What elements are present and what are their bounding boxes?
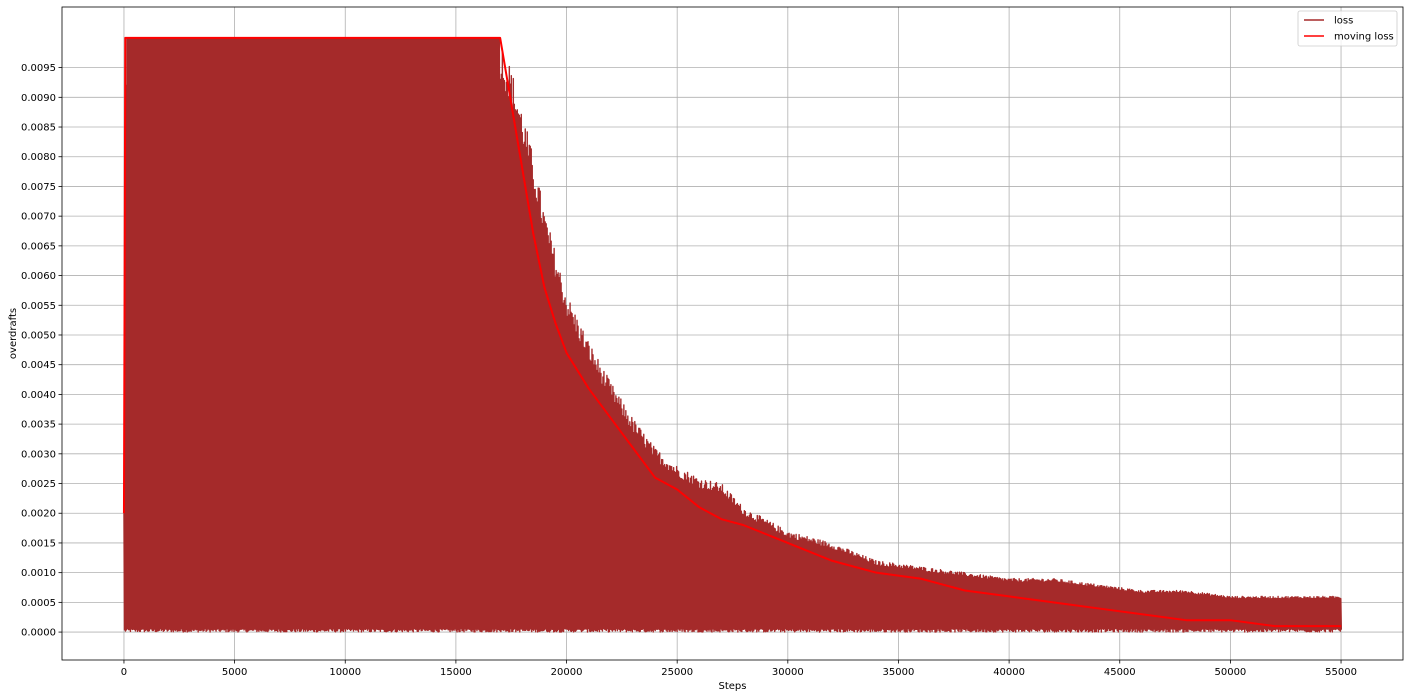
y-tick-label: 0.0075 [21,182,56,193]
x-tick-label: 30000 [772,667,804,678]
y-tick-label: 0.0070 [21,212,56,223]
y-tick-label: 0.0085 [21,123,56,134]
y-tick-label: 0.0010 [21,568,56,579]
y-tick-label: 0.0080 [21,152,56,163]
plot-frame [61,6,1404,661]
y-tick-label: 0.0015 [21,538,56,549]
x-axis-label: Steps [719,681,747,692]
x-tick-label: 5000 [222,667,247,678]
series-layer [122,36,1343,633]
series-line-moving-loss [122,36,1342,628]
y-axis-label: overdrafts [8,308,19,359]
y-tick-label: 0.0035 [21,420,56,431]
y-tick-label: 0.0030 [21,449,56,460]
y-tick-label: 0.0060 [21,271,56,282]
x-tick-label: 55000 [1325,667,1357,678]
legend-label-loss: loss [1334,16,1353,27]
y-tick-label: 0.0050 [21,330,56,341]
x-tick-label: 10000 [329,667,361,678]
x-axis-ticks: 0 5000 10000 15000 20000 25000 30000 35000 40000… [121,660,1357,678]
y-tick-label: 0.0090 [21,93,56,104]
x-tick-label: 45000 [1104,667,1136,678]
y-tick-label: 0.0020 [21,509,56,520]
x-tick-label: 35000 [883,667,915,678]
x-tick-label: 0 [121,667,127,678]
y-tick-label: 0.0000 [21,628,56,639]
y-axis-ticks: 0.0000 0.0005 0.0010 0.0015 0.0020 0.0025 0.00… [21,63,62,639]
y-tick-label: 0.0025 [21,479,56,490]
y-tick-label: 0.0095 [21,63,56,74]
x-tick-label: 50000 [1214,667,1246,678]
x-tick-label: 25000 [661,667,693,678]
series-line-loss [123,37,1343,633]
y-tick-label: 0.0055 [21,301,56,312]
y-tick-label: 0.0040 [21,390,56,401]
y-tick-label: 0.0005 [21,598,56,609]
x-tick-label: 15000 [440,667,472,678]
legend: loss moving loss [1297,10,1398,47]
legend-label-moving-loss: moving loss [1334,32,1394,43]
y-tick-label: 0.0045 [21,360,56,371]
y-tick-label: 0.0065 [21,241,56,252]
x-tick-label: 40000 [993,667,1025,678]
x-tick-label: 20000 [551,667,583,678]
